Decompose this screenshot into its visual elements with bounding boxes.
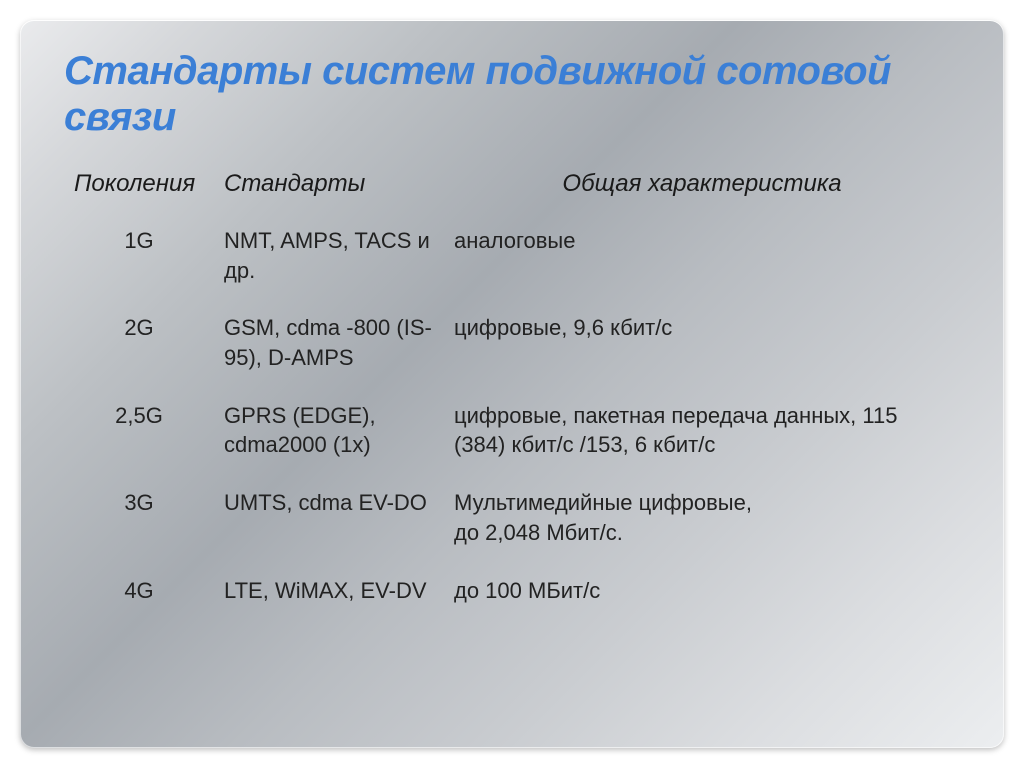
- cell-generation: 3G: [64, 474, 214, 561]
- cell-characteristics: цифровые, пакетная передача данных, 115 …: [444, 387, 960, 474]
- cell-generation: 1G: [64, 212, 214, 299]
- cell-standards: GPRS (EDGE), cdma2000 (1x): [214, 387, 444, 474]
- col-header-standards: Стандарты: [214, 162, 444, 212]
- table-row: 3GUMTS, cdma EV-DOМультимедийные цифровы…: [64, 474, 960, 561]
- col-header-generation: Поколения: [64, 162, 214, 212]
- characteristics-line: цифровые, пакетная передача данных, 115 …: [454, 401, 950, 460]
- cell-generation: 2,5G: [64, 387, 214, 474]
- cell-generation: 4G: [64, 562, 214, 620]
- characteristics-line: аналоговые: [454, 226, 950, 256]
- table-header-row: Поколения Стандарты Общая характеристика: [64, 162, 960, 212]
- cell-standards: NMT, AMPS, TACS и др.: [214, 212, 444, 299]
- cell-standards: LTE, WiMAX, EV-DV: [214, 562, 444, 620]
- table-row: 4GLTE, WiMAX, EV-DV до 100 МБит/с: [64, 562, 960, 620]
- characteristics-line: Мультимедийные цифровые,: [454, 488, 950, 518]
- table-row: 1GNMT, AMPS, TACS и др. аналоговые: [64, 212, 960, 299]
- col-header-characteristics: Общая характеристика: [444, 162, 960, 212]
- cell-characteristics: до 100 МБит/с: [444, 562, 960, 620]
- cell-characteristics: цифровые, 9,6 кбит/с: [444, 299, 960, 386]
- characteristics-line: цифровые, 9,6 кбит/с: [454, 313, 950, 343]
- table-row: 2GGSM, cdma -800 (IS-95), D-AMPS цифровые…: [64, 299, 960, 386]
- standards-table: Поколения Стандарты Общая характеристика…: [64, 162, 960, 619]
- characteristics-line: до 2,048 Мбит/с.: [454, 518, 950, 548]
- cell-characteristics: аналоговые: [444, 212, 960, 299]
- slide-card: Стандарты систем подвижной сотовой связи…: [20, 20, 1004, 748]
- cell-characteristics: Мультимедийные цифровые,до 2,048 Мбит/с.: [444, 474, 960, 561]
- table-body: 1GNMT, AMPS, TACS и др. аналоговые 2GGSM, …: [64, 212, 960, 619]
- cell-standards: UMTS, cdma EV-DO: [214, 474, 444, 561]
- characteristics-line: до 100 МБит/с: [454, 576, 950, 606]
- cell-standards: GSM, cdma -800 (IS-95), D-AMPS: [214, 299, 444, 386]
- cell-generation: 2G: [64, 299, 214, 386]
- table-row: 2,5GGPRS (EDGE), cdma2000 (1x)цифровые, …: [64, 387, 960, 474]
- slide-title: Стандарты систем подвижной сотовой связи: [64, 48, 960, 140]
